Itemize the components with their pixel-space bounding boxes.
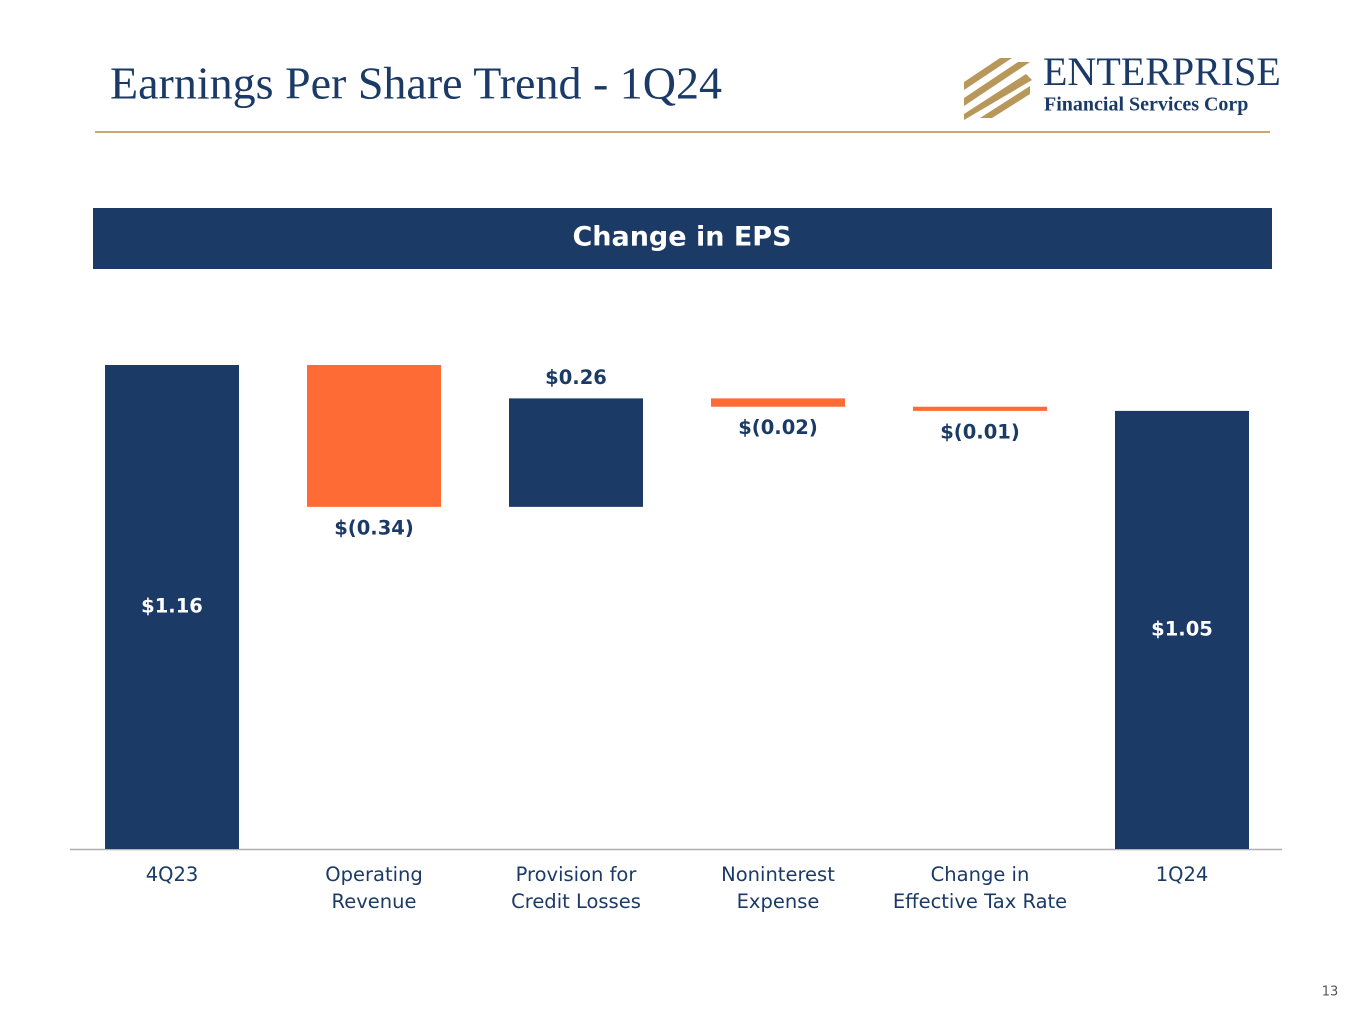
chart-title: Change in EPS xyxy=(572,222,791,253)
bar xyxy=(307,365,441,507)
data-label: $(0.01) xyxy=(940,420,1020,443)
bar xyxy=(913,406,1047,411)
data-label: $(0.34) xyxy=(334,516,414,539)
bar xyxy=(1115,410,1249,849)
bar xyxy=(711,398,845,407)
logo-name: ENTERPRISE xyxy=(1043,49,1281,94)
x-tick-label: Operating Revenue xyxy=(325,863,423,913)
logo-subtitle: Financial Services Corp xyxy=(1044,94,1248,116)
x-tick-label: Change in Effective Tax Rate xyxy=(892,863,1068,913)
x-tick-label: 4Q23 xyxy=(145,863,199,886)
x-tick-label: 1Q24 xyxy=(1155,863,1209,886)
bar xyxy=(509,398,643,507)
data-label: $1.16 xyxy=(141,595,203,618)
data-label: $(0.02) xyxy=(738,416,818,439)
x-tick-label: Provision for Credit Losses xyxy=(511,863,641,913)
data-label: $1.05 xyxy=(1151,617,1213,640)
logo-icon xyxy=(964,58,1032,120)
slide-title: Earnings Per Share Trend - 1Q24 xyxy=(110,58,722,109)
bar xyxy=(105,365,239,849)
data-label: $0.26 xyxy=(545,366,607,389)
page-number: 13 xyxy=(1322,985,1339,1000)
chart-banner xyxy=(93,208,1272,269)
x-tick-label: Noninterest Expense xyxy=(721,863,835,913)
